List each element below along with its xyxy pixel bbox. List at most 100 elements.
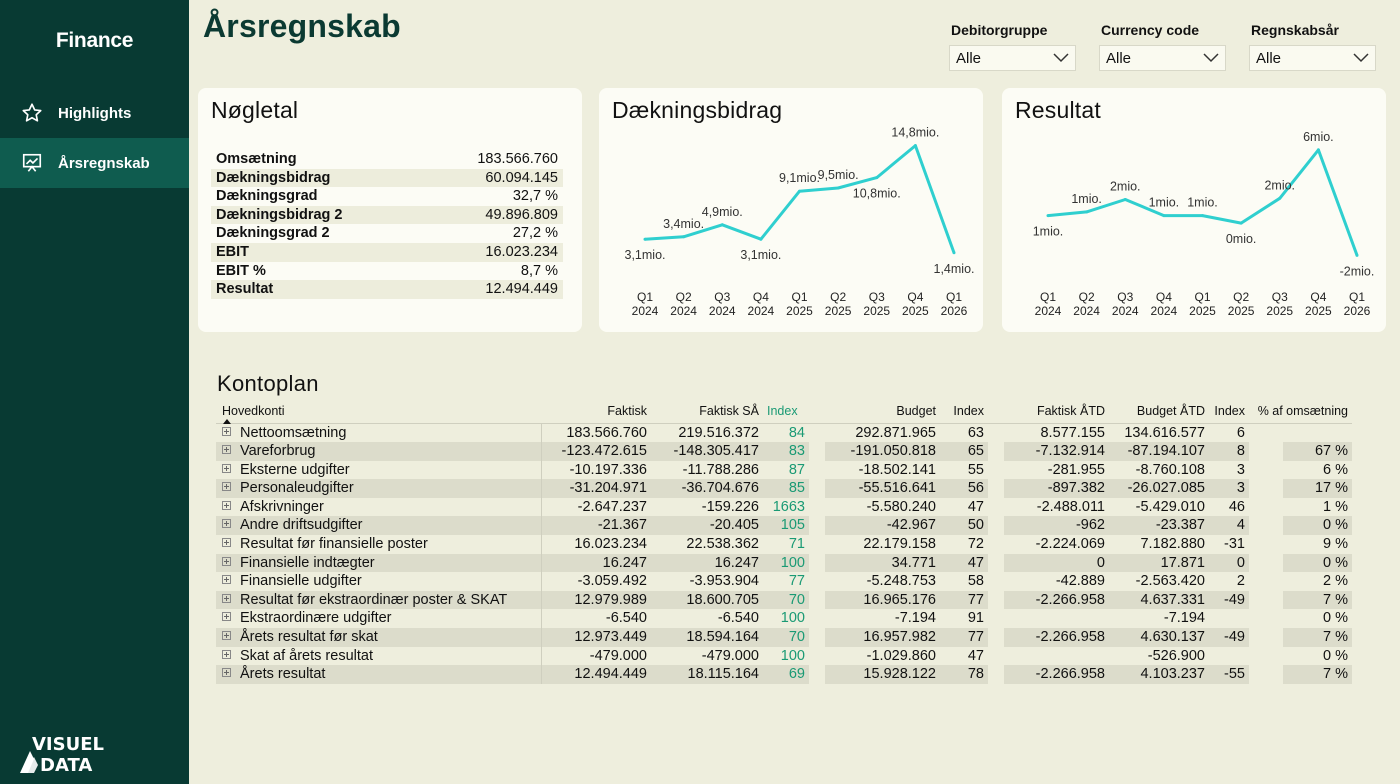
regnskabsar-dropdown[interactable]: Alle	[1249, 45, 1376, 71]
faktisk-atd-cell: -281.955	[1047, 461, 1105, 478]
index-cell: 4	[1209, 516, 1249, 536]
data-point[interactable]	[1355, 253, 1359, 257]
account-name-cell[interactable]: Finansielle indtægter	[216, 553, 541, 573]
table-row[interactable]: Ekstraordinære udgifter -6.540 -6.540 100 -7…	[216, 609, 1352, 629]
table-row[interactable]: Nettoomsætning 183.566.760 219.516.372 84 29…	[216, 423, 1352, 443]
kpi-row: Omsætning 183.566.760	[211, 150, 563, 169]
expand-icon[interactable]	[222, 631, 231, 641]
account-name-cell[interactable]: Resultat før ekstraordinær poster & SKAT	[216, 590, 541, 610]
table-row[interactable]: Eksterne udgifter -10.197.336 -11.788.286 8…	[216, 460, 1352, 480]
kpi-value: 183.566.760	[477, 151, 558, 167]
account-name: Nettoomsætning	[240, 424, 347, 441]
card-title: Dækningsbidrag	[612, 97, 783, 123]
table-row[interactable]: Andre driftsudgifter -21.367 -20.405 105 -42…	[216, 516, 1353, 536]
account-name-cell[interactable]: Årets resultat før skat	[216, 628, 541, 647]
data-point[interactable]	[1316, 148, 1320, 152]
expand-icon[interactable]	[222, 463, 231, 473]
account-name-cell[interactable]: Nettoomsætning	[216, 423, 541, 442]
expand-icon[interactable]	[222, 500, 231, 510]
col-header-faktisk-atd[interactable]: Faktisk ÅTD	[1004, 400, 1109, 424]
table-row[interactable]: Finansielle udgifter -3.059.492 -3.953.904…	[216, 572, 1352, 591]
budget-cell: 16.965.176	[825, 590, 940, 610]
table-row[interactable]: Resultat før ekstraordinær poster & SKAT…	[216, 590, 1353, 610]
expand-icon[interactable]	[222, 649, 231, 659]
col-header-faktisk[interactable]: Faktisk	[541, 400, 651, 424]
faktisk-sa-cell: 18.600.705	[651, 590, 763, 610]
expand-icon[interactable]	[222, 612, 231, 622]
expand-icon[interactable]	[222, 445, 231, 455]
currency-code-dropdown[interactable]: Alle	[1099, 45, 1226, 71]
data-point[interactable]	[1123, 198, 1127, 202]
data-point[interactable]	[682, 235, 686, 239]
faktisk-sa-cell: -479.000	[701, 647, 759, 664]
kpi-row: Dækningsgrad 32,7 %	[211, 187, 563, 206]
data-point[interactable]	[798, 189, 801, 193]
table-row[interactable]: Skat af årets resultat -479.000 -479.000 10…	[216, 646, 1352, 666]
budget-cell: -191.050.818	[825, 442, 940, 461]
pct-cell: 7 %	[1283, 628, 1353, 647]
table-row[interactable]: Vareforbrug -123.472.615 -148.305.417 83 -19…	[216, 442, 1353, 461]
account-name-cell[interactable]: Eksterne udgifter	[216, 461, 541, 480]
table-row[interactable]: Årets resultat før skat 12.973.449 18.594.…	[216, 628, 1353, 647]
data-point[interactable]	[1278, 196, 1282, 200]
expand-icon[interactable]	[222, 575, 231, 585]
account-name-cell[interactable]: Vareforbrug	[216, 442, 541, 461]
data-point[interactable]	[720, 223, 724, 227]
card-title: Nøgletal	[211, 97, 299, 123]
col-header-index[interactable]: Index	[763, 400, 809, 424]
expand-icon[interactable]	[222, 482, 231, 492]
expand-icon[interactable]	[222, 668, 231, 678]
col-header-pct-omsaetning[interactable]: % af omsætning	[1249, 400, 1353, 424]
account-name-cell[interactable]: Skat af årets resultat	[216, 647, 541, 666]
data-point[interactable]	[643, 237, 647, 241]
data-point[interactable]	[875, 176, 879, 180]
budget-atd-cell: 4.103.237	[1109, 665, 1209, 684]
expand-icon[interactable]	[222, 426, 231, 436]
expand-icon[interactable]	[222, 556, 231, 566]
expand-icon[interactable]	[222, 519, 231, 529]
data-point[interactable]	[836, 186, 840, 190]
budget-atd-cell: 17.871	[1109, 553, 1209, 573]
data-point[interactable]	[1046, 214, 1050, 218]
table-row[interactable]: Afskrivninger -2.647.237 -159.226 1663 -5.58…	[216, 497, 1352, 517]
account-name-cell[interactable]: Personaleudgifter	[216, 479, 541, 498]
account-name-cell[interactable]: Resultat før finansielle poster	[216, 535, 541, 554]
expand-icon[interactable]	[222, 593, 231, 603]
data-point[interactable]	[1162, 214, 1166, 218]
col-header-index[interactable]: Index	[1209, 400, 1249, 424]
account-name: Finansielle udgifter	[240, 573, 362, 590]
col-header-faktisk-sa[interactable]: Faktisk SÅ	[651, 400, 763, 424]
account-name-cell[interactable]: Ekstraordinære udgifter	[216, 609, 541, 628]
data-point[interactable]	[913, 144, 917, 148]
table-row[interactable]: Årets resultat 12.494.449 18.115.164 69 15.9…	[216, 665, 1353, 684]
x-tick-label: Q2 2025	[825, 290, 852, 318]
data-point[interactable]	[1085, 210, 1089, 214]
table-row[interactable]: Finansielle indtægter 16.247 16.247 100 34.7…	[216, 553, 1353, 573]
table-row[interactable]: Personaleudgifter -31.204.971 -36.704.676 8…	[216, 479, 1353, 498]
nav-item-arsregnskab[interactable]: Årsregnskab	[0, 138, 189, 188]
pct-cell: 0 %	[1283, 516, 1353, 536]
faktisk-cell: -21.367	[540, 516, 651, 536]
x-tick-label: Q3 2025	[863, 290, 890, 318]
col-header-budget-atd[interactable]: Budget ÅTD	[1109, 400, 1209, 424]
expand-icon[interactable]	[222, 538, 231, 548]
account-name-cell[interactable]: Andre driftsudgifter	[216, 516, 541, 536]
nav-item-highlights[interactable]: Highlights	[0, 88, 189, 138]
index-cell: 1663	[772, 498, 805, 515]
col-header-budget[interactable]: Budget	[825, 400, 940, 424]
col-header-index[interactable]: Index	[940, 400, 988, 424]
data-point[interactable]	[1239, 221, 1243, 225]
logo-line2: DATA	[40, 755, 92, 775]
account-name-cell[interactable]: Årets resultat	[216, 665, 541, 684]
account-name-cell[interactable]: Finansielle udgifter	[216, 572, 541, 591]
data-point[interactable]	[952, 251, 956, 255]
budget-atd-cell: -2.563.420	[1135, 573, 1205, 590]
debitorgruppe-dropdown[interactable]: Alle	[949, 45, 1076, 71]
kpi-label: Dækningsgrad 2	[216, 225, 330, 242]
table-row[interactable]: Resultat før finansielle poster 16.023.23…	[216, 535, 1352, 554]
account-name-cell[interactable]: Afskrivninger	[216, 498, 541, 517]
col-header-hovedkonti[interactable]: Hovedkonti	[216, 400, 541, 424]
data-point[interactable]	[759, 237, 763, 241]
x-tick-label: Q1 2025	[1189, 290, 1216, 318]
data-point[interactable]	[1201, 214, 1204, 218]
